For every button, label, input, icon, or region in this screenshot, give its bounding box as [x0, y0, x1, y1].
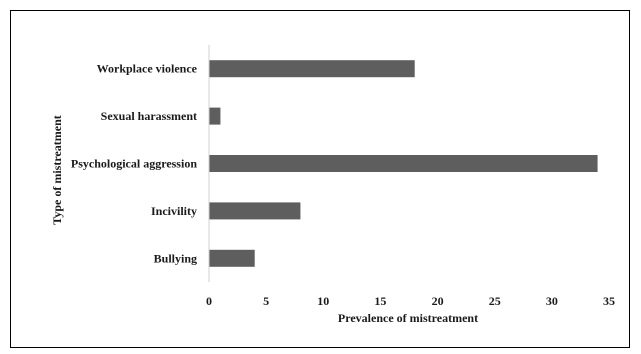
category-label: Incivility	[151, 204, 197, 218]
x-tick-label: 10	[317, 294, 329, 308]
x-tick-label: 0	[206, 294, 212, 308]
bar-workplace-violence	[209, 60, 415, 78]
category-label: Sexual harassment	[101, 109, 197, 123]
category-label: Psychological aggression	[71, 157, 197, 171]
x-tick-label: 20	[432, 294, 444, 308]
category-labels: Workplace violence Sexual harassment Psych…	[71, 62, 198, 266]
x-tick-label: 35	[603, 294, 615, 308]
bar-bullying	[209, 249, 255, 267]
bar-incivility	[209, 202, 301, 220]
bar-psychological-aggression	[209, 155, 598, 172]
y-axis-title: Type of mistreatment	[50, 115, 64, 225]
x-tick-label: 30	[546, 294, 558, 308]
x-axis-title: Prevalence of mistreatment	[338, 311, 478, 325]
category-label: Bullying	[154, 251, 197, 265]
bar-sexual-harassment	[209, 107, 221, 125]
x-tick-labels: 0 5 10 15 20 25 30 35	[206, 294, 615, 308]
bars-group	[209, 60, 598, 267]
x-tick-label: 25	[489, 294, 501, 308]
x-tick-label: 15	[374, 294, 386, 308]
x-tick-label: 5	[263, 294, 269, 308]
category-label: Workplace violence	[97, 62, 198, 76]
